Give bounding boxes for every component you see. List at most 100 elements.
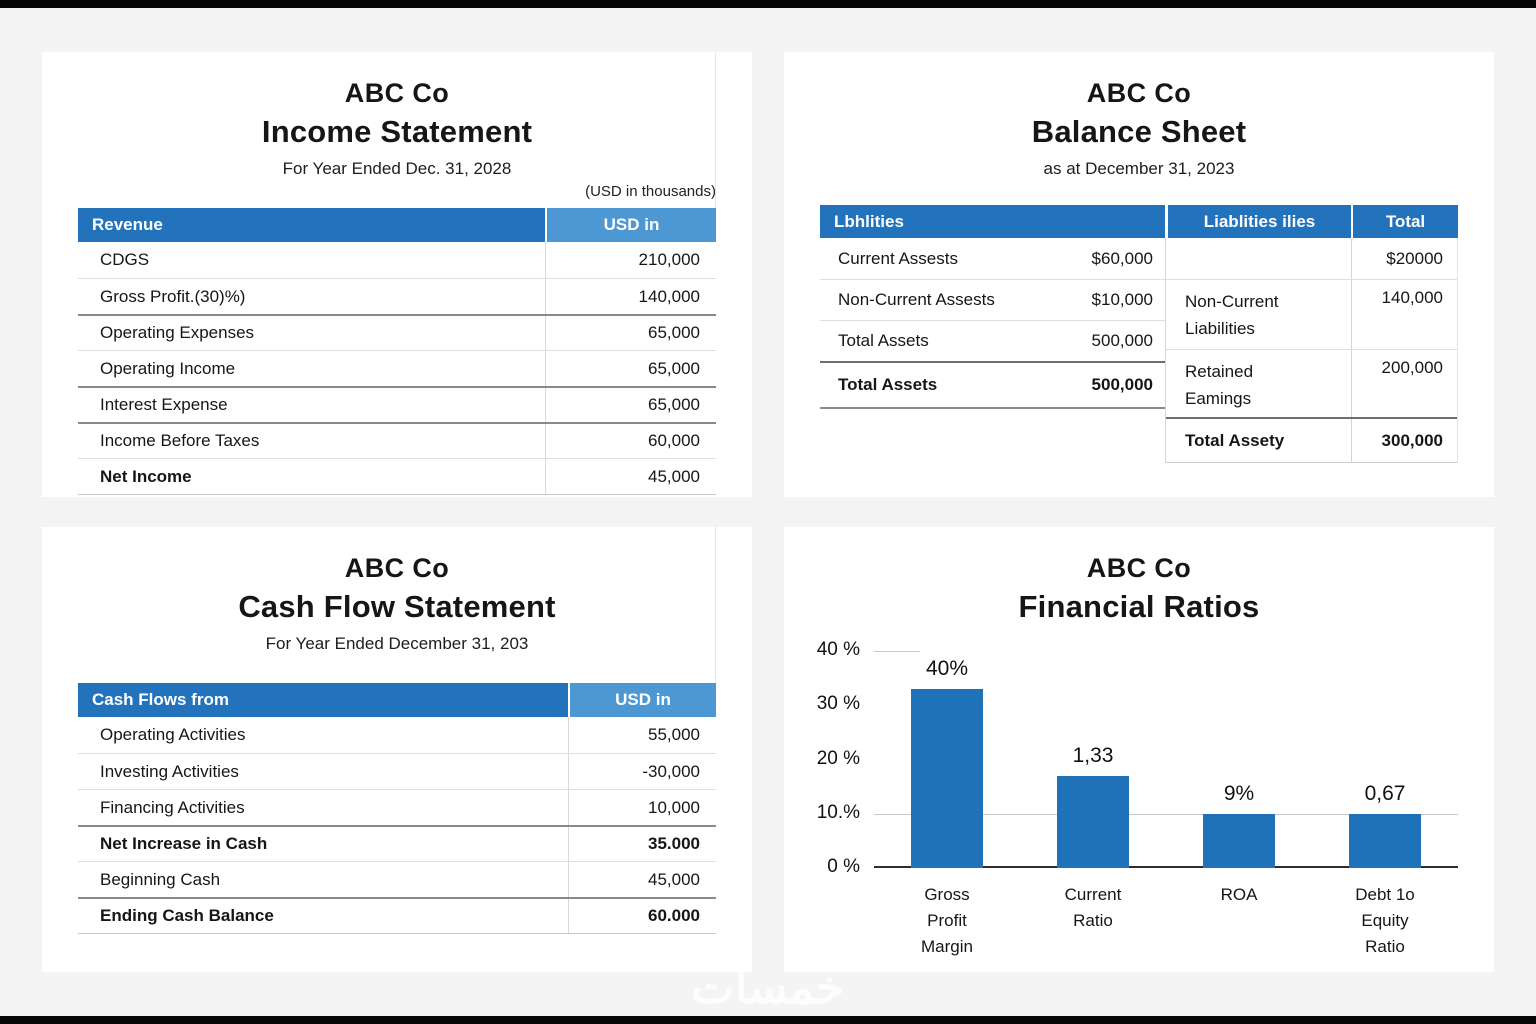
row-label: Operating Expenses [100, 323, 255, 342]
row-value: 500,000 [1091, 375, 1153, 394]
gridline [874, 813, 1458, 815]
cash-flow-title: Cash Flow Statement [238, 589, 556, 624]
table-row: Non-Current Assests $10,000 [820, 279, 1165, 320]
ratios-plot: 40 % 30 % 20 % 10.% 0 % 40% Gross Profit Margi… [817, 639, 1458, 956]
row-label: CDGS [100, 250, 150, 269]
company-name: ABC Co [344, 78, 450, 108]
table-row: Net Income 45,000 [78, 458, 716, 494]
table-row: Operating Activities 55,000 [78, 717, 716, 753]
balance-sheet-subtitle: as at December 31, 2023 [1043, 159, 1235, 178]
table-header-row: Revenue USD in [78, 208, 716, 242]
row-value: 55,000 [568, 717, 716, 753]
top-black-bar [0, 0, 1536, 8]
company-name: ABC Co [344, 553, 450, 583]
balance-sheet-title: Balance Sheet [1031, 114, 1247, 149]
row-label: Net Income [100, 466, 192, 486]
table-row: CDGS 210,000 [78, 242, 716, 278]
balance-sheet-body: Current Assests $60,000 Non-Current Asse… [820, 238, 1458, 463]
financial-ratios-panel: ABC Co Financial Ratios 40 % 30 % 20 % 10.%… [784, 527, 1494, 972]
row-value: 300,000 [1351, 419, 1457, 462]
row-label: Beginning Cash [100, 869, 221, 889]
bar-slot: 0,67 Debt 1o Equity Ratio [1312, 651, 1458, 956]
row-value: 60,000 [545, 424, 716, 458]
row-label [1166, 238, 1351, 279]
watermark-khamsat: خمسات [691, 961, 845, 1013]
table-row: Investing Activities -30,000 [78, 753, 716, 789]
row-value: 500,000 [1091, 331, 1153, 350]
row-value: $10,000 [1091, 290, 1153, 309]
row-value: 35.000 [568, 827, 716, 861]
company-name: ABC Co [1086, 553, 1192, 583]
row-value: $20000 [1351, 238, 1457, 279]
ratio-bar [1349, 813, 1421, 868]
income-statement-panel: ABC Co Income Statement For Year Ended D… [42, 52, 752, 497]
header-cell-revenue: Revenue [78, 208, 545, 242]
row-label: Investing Activities [100, 761, 239, 781]
row-label: Total Assety [1185, 431, 1285, 450]
table-row: Retained Eamings 200,000 [1166, 349, 1457, 417]
row-label: Total Assets [838, 331, 929, 350]
table-row: Financing Activities 10,000 [78, 789, 716, 825]
category-label: Debt 1o Equity Ratio [1355, 885, 1415, 956]
income-statement-table: Revenue USD in CDGS 210,000 Gross Profit… [78, 208, 716, 495]
category-label: Current Ratio [1064, 885, 1122, 930]
row-value: 65,000 [545, 351, 716, 386]
row-label: Operating Activities [100, 725, 246, 744]
axis-tick-mark [874, 651, 920, 652]
row-label: Total Assets [838, 375, 938, 394]
bar-value-label: 9% [1223, 781, 1255, 805]
row-label: Net Increase in Cash [100, 834, 268, 853]
header-cell-liabilities: Liablities ilies [1165, 205, 1351, 238]
row-value: 140,000 [1351, 280, 1457, 349]
balance-sheet-panel: ABC Co Balance Sheet as at December 31, … [784, 52, 1494, 497]
cash-flow-panel: ABC Co Cash Flow Statement For Year Ende… [42, 527, 752, 972]
row-value: 200,000 [1351, 350, 1457, 417]
cash-flow-table: Cash Flows from USD in Operating Activit… [78, 683, 716, 934]
row-label: Financing Activities [100, 797, 245, 817]
y-axis-tick-label: 30 % [816, 693, 860, 715]
row-label: Current Assests [838, 248, 958, 268]
row-label: Gross Profit.(30)%) [100, 286, 246, 306]
divider-line [715, 52, 716, 208]
row-value: $60,000 [1091, 248, 1153, 268]
units-note: (USD in thousands) [585, 183, 716, 200]
header-cell-total: Total [1351, 205, 1458, 238]
table-row: Total Assets 500,000 [820, 320, 1165, 361]
bar-slot: 40% Gross Profit Margin [874, 651, 1020, 956]
y-axis-tick-label: 10.% [816, 801, 860, 823]
table-row-total: Total Assety 300,000 [1166, 417, 1457, 463]
bar-slot: 1,33 Current Ratio [1020, 651, 1166, 930]
bottom-black-bar [0, 1016, 1536, 1024]
company-name: ABC Co [1086, 78, 1192, 108]
bar-value-label: 1,33 [1072, 743, 1114, 767]
header-cell-assets: Lbhlities [820, 205, 1165, 238]
table-row: Operating Income 65,000 [78, 350, 716, 386]
liabilities-column: $20000 Non-Current Liabilities 140,000 R… [1165, 238, 1458, 463]
row-value: 140,000 [545, 279, 716, 314]
y-axis-tick-label: 20 % [816, 747, 860, 769]
cash-flow-subtitle: For Year Ended December 31, 203 [265, 634, 529, 653]
ratio-bar [911, 688, 983, 868]
row-value: 60.000 [568, 899, 716, 933]
divider-line [715, 527, 716, 683]
y-axis-tick-label: 40 % [816, 639, 860, 660]
table-row: Operating Expenses 65,000 [78, 314, 716, 350]
table-row-total: Ending Cash Balance 60.000 [78, 897, 716, 933]
financial-ratios-title: Financial Ratios [1018, 589, 1260, 624]
row-value: 210,000 [545, 242, 716, 278]
row-value: -30,000 [568, 754, 716, 789]
row-label: Interest Expense [100, 395, 228, 414]
row-value: 10,000 [568, 790, 716, 825]
bar-value-label: 40% [925, 656, 969, 680]
table-row: Non-Current Liabilities 140,000 [1166, 279, 1457, 349]
table-row-total: Net Increase in Cash 35.000 [78, 825, 716, 861]
bar-slot: 9% ROA [1166, 651, 1312, 904]
row-label: Ending Cash Balance [100, 906, 274, 925]
header-cell-usd: USD in [568, 683, 716, 717]
row-label: Non-Current Assests [838, 290, 995, 309]
table-row: Interest Expense 65,000 [78, 386, 716, 422]
category-label: Gross Profit Margin [921, 885, 973, 956]
bar-value-label: 0,67 [1364, 781, 1406, 805]
row-label: Income Before Taxes [100, 431, 260, 450]
table-row: $20000 [1166, 238, 1457, 279]
